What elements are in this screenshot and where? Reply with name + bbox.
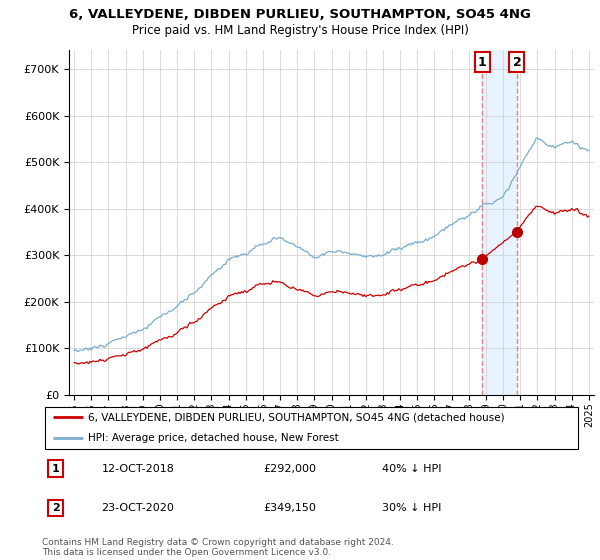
FancyBboxPatch shape [45, 407, 578, 449]
Text: Contains HM Land Registry data © Crown copyright and database right 2024.
This d: Contains HM Land Registry data © Crown c… [42, 538, 394, 557]
Text: Price paid vs. HM Land Registry's House Price Index (HPI): Price paid vs. HM Land Registry's House … [131, 24, 469, 36]
Text: 2: 2 [52, 503, 59, 513]
Text: 1: 1 [52, 464, 59, 474]
Text: 23-OCT-2020: 23-OCT-2020 [101, 503, 174, 513]
Text: £349,150: £349,150 [263, 503, 316, 513]
Text: 2: 2 [512, 55, 521, 68]
Text: HPI: Average price, detached house, New Forest: HPI: Average price, detached house, New … [88, 433, 338, 444]
Text: 6, VALLEYDENE, DIBDEN PURLIEU, SOUTHAMPTON, SO45 4NG (detached house): 6, VALLEYDENE, DIBDEN PURLIEU, SOUTHAMPT… [88, 412, 505, 422]
Bar [482, 50, 517, 395]
Text: £292,000: £292,000 [263, 464, 316, 474]
Text: 1: 1 [478, 55, 487, 68]
Text: 40% ↓ HPI: 40% ↓ HPI [382, 464, 442, 474]
Text: 6, VALLEYDENE, DIBDEN PURLIEU, SOUTHAMPTON, SO45 4NG: 6, VALLEYDENE, DIBDEN PURLIEU, SOUTHAMPT… [69, 8, 531, 21]
Text: 30% ↓ HPI: 30% ↓ HPI [382, 503, 442, 513]
Text: 12-OCT-2018: 12-OCT-2018 [101, 464, 174, 474]
